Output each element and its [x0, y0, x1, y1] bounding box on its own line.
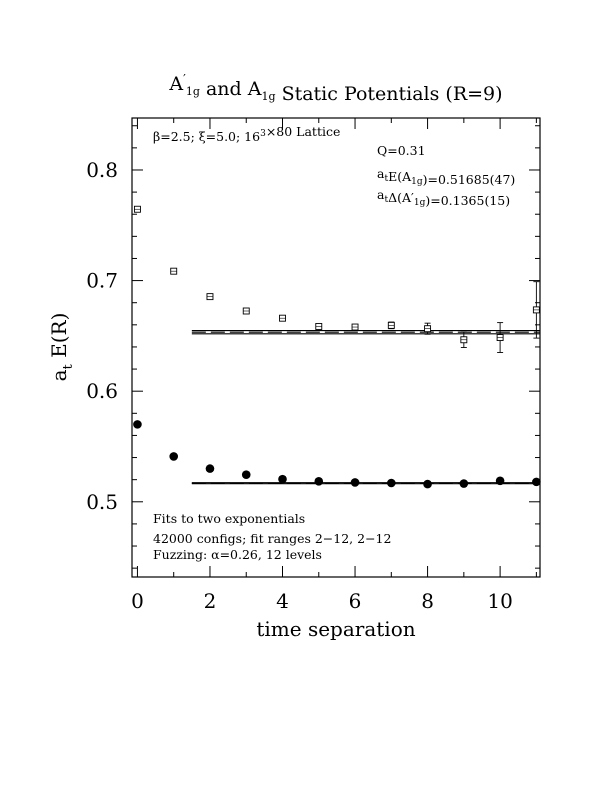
fit-bands	[191, 329, 540, 485]
fit-info-annotation: Fits to two exponentials	[153, 511, 305, 526]
plot-frame	[131, 117, 541, 578]
y-tick-label: 0.6	[86, 379, 118, 403]
filled-circle-point	[241, 470, 251, 479]
data-points	[133, 205, 541, 489]
title-text: A′1g and A1g Static Potentials (R=9)	[168, 72, 502, 105]
fit-result-annotation: atE(A1g)=0.51685(47)	[377, 166, 515, 187]
filled-circle-point	[314, 477, 324, 486]
axis-tick-labels: 0 2 4 6 8 10 0.5 0.6 0.7 0.8	[86, 158, 513, 613]
filled-circle-point	[133, 420, 142, 429]
lattice-annotation: β=2.5; ξ=5.0; 163×80 Lattice	[153, 124, 340, 144]
x-tick-label: 4	[276, 589, 289, 613]
chart-annotations: β=2.5; ξ=5.0; 163×80 Lattice Q=0.31 atE(A1…	[153, 124, 515, 562]
x-tick-label: 0	[131, 589, 144, 613]
filled-circle-point	[387, 478, 396, 488]
fit-info-annotation: 42000 configs; fit ranges 2−12, 2−12	[153, 531, 391, 546]
filled-circle-point	[169, 452, 179, 461]
x-tick-label: 10	[487, 589, 512, 613]
filled-circle-point	[205, 464, 215, 473]
y-tick-label: 0.7	[86, 269, 118, 293]
y-axis-label: at E(R)	[47, 313, 76, 382]
fit-result-annotation: atΔ(A′1g)=0.1365(15)	[377, 187, 510, 208]
fit-info-annotation: Fuzzing: α=0.26, 12 levels	[153, 547, 322, 562]
y-tick-label: 0.5	[86, 490, 118, 514]
y-tick-label: 0.8	[86, 158, 118, 182]
filled-circle-point	[495, 476, 505, 486]
x-tick-label: 2	[204, 589, 217, 613]
x-tick-label: 8	[421, 589, 434, 613]
filled-circle-point	[423, 479, 432, 489]
x-tick-label: 6	[349, 589, 362, 613]
x-axis-label: time separation	[256, 617, 415, 641]
axis-ticks	[132, 118, 540, 577]
filled-circle-point	[459, 479, 469, 488]
y-axis-label-text: at E(R)	[47, 313, 76, 382]
chart-title: A′1g and A1g Static Potentials (R=9)	[168, 72, 502, 105]
fit-result-annotation: Q=0.31	[377, 143, 426, 158]
filled-circle-point	[350, 478, 360, 487]
filled-circle-point	[532, 477, 541, 487]
filled-circle-point	[278, 474, 287, 484]
